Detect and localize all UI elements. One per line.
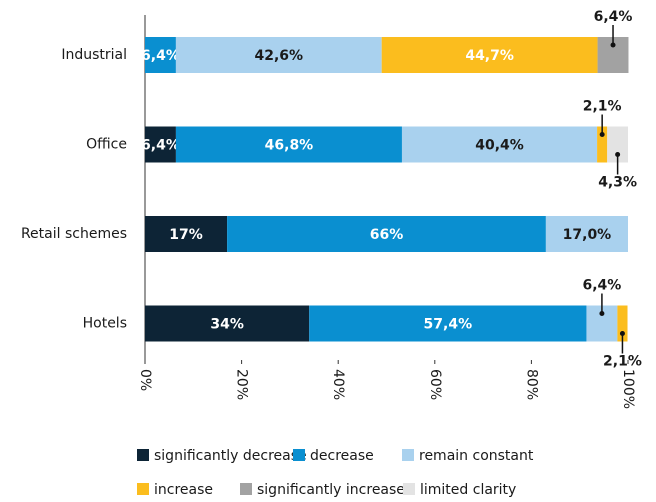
value-label: 57,4%: [424, 317, 473, 333]
bar-segment: [617, 305, 628, 342]
callout-dot: [610, 42, 616, 48]
bar-segment: [145, 305, 310, 342]
legend-label: increase: [154, 482, 213, 498]
legend-swatch: [240, 483, 252, 495]
bar-segment: [175, 37, 382, 73]
bar-segment: [597, 126, 608, 163]
bar-segment: [227, 216, 546, 252]
legend-swatch: [293, 449, 305, 461]
legend-swatch: [137, 449, 149, 461]
value-label: 17,0%: [563, 227, 612, 243]
value-label: 46,8%: [265, 138, 314, 154]
bar-segment: [545, 216, 628, 252]
bar-segment: [401, 126, 598, 163]
value-label: 6,4%: [141, 138, 180, 154]
bar-segment: [145, 126, 176, 163]
bar-segment: [145, 37, 176, 73]
category-label: Office: [86, 137, 127, 153]
x-tick-label: 20%: [234, 369, 250, 400]
x-tick-label: 40%: [330, 369, 346, 400]
category-label: Industrial: [61, 47, 127, 63]
x-tick-label: 60%: [427, 369, 443, 400]
bar-segment: [607, 126, 628, 163]
category-label: Hotels: [83, 316, 127, 332]
value-label: 6,4%: [583, 278, 622, 294]
value-label: 6,4%: [141, 48, 180, 64]
bar-segment: [309, 305, 587, 342]
bar-segment: [175, 126, 402, 163]
legend-label: limited clarity: [420, 482, 516, 498]
legend-swatch: [403, 483, 415, 495]
value-label: 42,6%: [255, 48, 304, 64]
legend-label: significantly decrease: [154, 448, 307, 464]
legend-swatch: [402, 449, 414, 461]
value-label: 2,1%: [603, 354, 642, 370]
value-label: 44,7%: [465, 48, 514, 64]
value-label: 17%: [169, 227, 203, 243]
value-label: 6,4%: [594, 9, 633, 25]
bar-segment: [381, 37, 598, 73]
value-label: 4,3%: [598, 175, 637, 191]
x-tick-label: 100%: [620, 369, 636, 409]
callout-dot: [599, 132, 605, 137]
value-label: 34%: [210, 317, 244, 333]
x-tick-label: 0%: [137, 369, 153, 391]
legend-label: remain constant: [419, 448, 534, 464]
legend-label: decrease: [310, 448, 374, 464]
value-label: 2,1%: [583, 99, 622, 115]
value-label: 66%: [370, 227, 404, 243]
value-label: 40,4%: [475, 138, 524, 154]
callout-dot: [615, 152, 621, 157]
callout-dot: [619, 331, 625, 336]
category-label: Retail schemes: [21, 226, 127, 242]
legend-label: significantly increase: [257, 482, 405, 498]
x-tick-label: 80%: [523, 369, 539, 400]
legend-swatch: [137, 483, 149, 495]
bar-segment: [145, 216, 228, 252]
callout-dot: [599, 311, 605, 316]
